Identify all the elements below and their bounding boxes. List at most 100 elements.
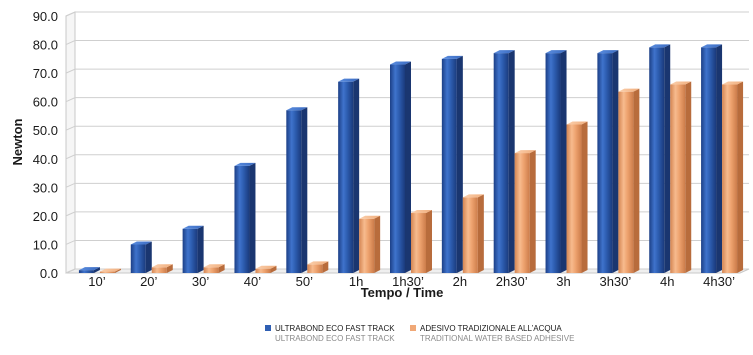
bar-traditional-front (462, 197, 478, 273)
bar-traditional-side (477, 194, 484, 273)
bar-traditional (151, 264, 173, 273)
bar-traditional-side (322, 261, 329, 273)
legend-sublabel-ultrabond: ULTRABOND ECO FAST TRACK (275, 334, 395, 343)
bar-traditional-side (218, 264, 225, 273)
bar-traditional-front (359, 218, 375, 273)
bar-ultrabond (493, 50, 515, 273)
bar-ultrabond-top (701, 44, 723, 48)
bar-traditional (514, 150, 536, 273)
x-tick-label: 20’ (140, 274, 157, 289)
bar-ultrabond-side (456, 55, 463, 274)
bar-traditional-side (426, 210, 432, 273)
x-axis-title: Tempo / Time (361, 285, 444, 300)
bar-traditional-top (411, 210, 432, 214)
bar-ultrabond-front (701, 47, 717, 274)
legend-sublabel-traditional: TRADITIONAL WATER BASED ADHESIVE (420, 334, 574, 343)
bar-traditional-top (566, 121, 588, 125)
bar-traditional (618, 88, 640, 273)
bar-ultrabond-side (716, 44, 723, 274)
bar-ultrabond-side (145, 241, 152, 273)
bar-traditional-front (99, 271, 115, 273)
bar-traditional (411, 210, 432, 273)
gridline (65, 68, 749, 74)
bar-traditional-top (255, 265, 277, 269)
x-tick-label: 40’ (244, 274, 261, 289)
y-axis-title: Newton (10, 118, 25, 165)
x-tick-label: 2h (453, 274, 467, 289)
bar-ultrabond-front (338, 81, 354, 273)
bar-traditional-front (514, 153, 530, 273)
bar-traditional (359, 215, 381, 273)
y-axis-ticks: 0.0 10.0 20.0 30.0 40.0 50.0 60.0 70.0 80.0 90.0 (33, 9, 58, 281)
bar-ultrabond (390, 61, 411, 274)
gridline (65, 11, 749, 17)
bar-ultrabond-front (441, 58, 457, 274)
y-tick-label: 30.0 (33, 180, 58, 195)
bar-ultrabond-side (249, 162, 256, 273)
bar-ultrabond-top (441, 55, 463, 59)
bar-traditional-side (114, 268, 121, 273)
bar-ultrabond (701, 44, 723, 274)
y-tick-label: 10.0 (33, 237, 58, 252)
legend: ULTRABOND ECO FAST TRACK ULTRABOND ECO F… (265, 324, 574, 343)
bar-traditional-top (307, 261, 329, 265)
y-tick-label: 60.0 (33, 95, 58, 110)
bar-ultrabond-side (353, 78, 360, 273)
bar-ultrabond (182, 225, 204, 273)
legend-label-traditional: ADESIVO TRADIZIONALE ALL’ACQUA (420, 324, 562, 333)
bar-ultrabond (338, 78, 360, 273)
bar-ultrabond (130, 241, 152, 273)
bar-ultrabond-top (338, 78, 360, 82)
bar-traditional-front (307, 264, 323, 273)
bars-layer (78, 44, 744, 274)
y-tick-label: 0.0 (40, 266, 58, 281)
bar-ultrabond (441, 55, 463, 274)
chart-left-wall (65, 11, 76, 274)
bar-traditional-side (737, 81, 744, 274)
bar-ultrabond-side (664, 44, 671, 274)
bar-ultrabond-front (493, 53, 509, 273)
bar-ultrabond-front (545, 53, 561, 273)
legend-label-ultrabond: ULTRABOND ECO FAST TRACK (275, 324, 395, 333)
bar-ultrabond-front (649, 47, 665, 274)
y-tick-label: 80.0 (33, 38, 58, 53)
bar-ultrabond-side (301, 107, 308, 273)
x-axis-ticks: 10’ 20’ 30’ 40’ 50’ 1h 1h30’ 2h 2h30’ 3h 3h30’ 4h 4h… (88, 274, 735, 289)
bar-traditional-top (462, 194, 484, 198)
x-tick-label: 50’ (296, 274, 313, 289)
bar-traditional (255, 265, 277, 273)
bar-ultrabond-front (130, 244, 146, 273)
bar-traditional-front (151, 267, 167, 273)
bar-traditional-top (151, 264, 173, 268)
bar-ultrabond-top (78, 267, 100, 271)
bar-traditional (462, 194, 484, 273)
y-tick-label: 20.0 (33, 209, 58, 224)
bar-ultrabond (234, 162, 256, 273)
legend-swatch-traditional (410, 325, 416, 331)
bar-ultrabond-top (390, 61, 411, 65)
bar-traditional (566, 121, 588, 273)
bar-traditional-front (618, 91, 634, 273)
bar-traditional-top (359, 215, 381, 219)
gridline (65, 97, 749, 103)
bar-traditional-front (722, 84, 738, 274)
bar-ultrabond-front (390, 64, 405, 274)
bar-traditional-top (722, 81, 744, 85)
bar-ultrabond-side (93, 267, 100, 273)
bar-traditional-side (374, 215, 381, 273)
bar-ultrabond-top (649, 44, 671, 48)
bar-traditional-side (685, 81, 692, 274)
bar-traditional (99, 268, 121, 273)
bar-traditional (722, 81, 744, 274)
bar-traditional-top (99, 268, 121, 272)
x-tick-label: 3h (556, 274, 570, 289)
bar-ultrabond-top (234, 162, 256, 166)
bar-ultrabond (78, 267, 100, 273)
gridline (65, 40, 749, 46)
bar-ultrabond-front (182, 228, 198, 273)
bar-ultrabond-top (545, 50, 567, 54)
bar-traditional (670, 81, 692, 274)
bar-ultrabond (545, 50, 567, 273)
